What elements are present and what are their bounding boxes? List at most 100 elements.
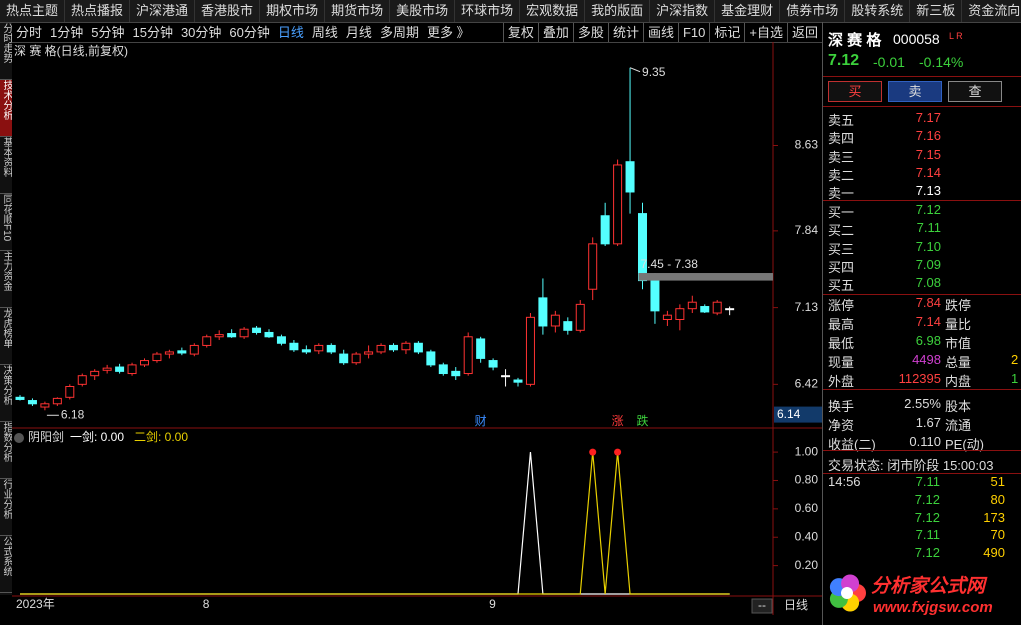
legend-entry: 一剑: 0.00 [70,429,124,444]
tick-price: 7.11 [915,474,940,489]
stat-value: 7.84 [915,295,941,310]
nav-label: -- [758,598,766,612]
sep [823,450,1021,451]
side-tab[interactable]: 技术分析 [0,80,12,137]
candle-body [687,301,697,310]
candle-body [140,360,149,366]
menu-item[interactable]: 期权市场 [260,0,326,22]
toolbar: 分时 1分钟 5分钟 15分钟 30分钟 60分钟 日线 周线 月线 多周期 更多 》 复权 叠加 多股统… [12,23,822,43]
menu-item[interactable]: 资金流向 [962,0,1021,22]
stat-label: 最低 [828,336,855,351]
menu-item[interactable]: 沪深指数 [650,0,716,22]
y-tick-label: 0.60 [795,501,819,515]
tool-button[interactable]: +自选 [744,23,787,42]
book-label: 买二 [828,223,855,239]
stat-label: 市值 [945,336,972,351]
y-tick-label: 0.20 [795,558,819,572]
stat-value: 2 [1011,352,1019,367]
book-price: 7.16 [915,128,941,144]
menu-item[interactable]: 新三板 [910,0,963,22]
stat-value: 1 [1011,371,1019,386]
stat-value: 7.14 [915,314,941,329]
stat-label: 股本 [945,399,972,414]
menu-item[interactable]: 沪深港通 [130,0,196,22]
candle-body [177,350,187,354]
x-tick-label: 9 [489,597,496,611]
candle-body [40,403,50,408]
menu-item[interactable]: 期货市场 [325,0,391,22]
tool-button[interactable]: 返回 [786,23,822,42]
candle-body [413,342,423,353]
period-button[interactable]: 月线 [345,25,372,40]
candle-body [364,351,374,355]
period-button[interactable]: 更多 》 [426,25,470,40]
period-button[interactable]: 周线 [311,25,338,40]
menu-item[interactable]: 美股市场 [390,0,456,22]
watermark-logo [829,574,866,612]
book-label: 买三 [828,241,855,257]
side-tab[interactable]: 行业分析 [0,479,12,536]
tool-button[interactable]: F10 [677,23,709,42]
candle-body [102,367,112,371]
candle-body [401,342,411,351]
trade-button[interactable]: 查 [948,81,1002,102]
side-tab[interactable]: 基本资料 [0,137,12,194]
side-tab[interactable]: 分时走势 [0,23,12,80]
y-tick-label: 0.40 [795,529,819,543]
tool-button[interactable]: 统计 [607,23,643,42]
side-tabs: 分时走势 技术分析 基本资料 同花顺F10 主力资金 龙虎榜单 决策分析 指数分析 行业分析 公式… [0,23,12,595]
menu-item[interactable]: 环球市场 [455,0,521,22]
menu-item[interactable]: 香港股市 [195,0,261,22]
menu-item[interactable]: 基金理财 [715,0,781,22]
side-tab[interactable]: 主力资金 [0,251,12,308]
period-label: 日线 [784,598,808,612]
event-marker: 涨 [612,413,624,428]
candle-body [662,314,672,320]
book-label: 卖四 [828,131,855,147]
side-tab[interactable]: 公式系统 [0,536,12,593]
tool-button[interactable]: 标记 [709,23,744,42]
candle-body [65,385,75,398]
side-tab[interactable]: 同花顺F10 [0,194,12,251]
period-button[interactable]: 1分钟 [50,25,84,40]
side-tab[interactable]: 龙虎榜单 [0,308,12,365]
watermark: 分析家公式网 www.fxjgsw.com [823,565,1021,625]
trade-button[interactable]: 卖 [888,81,942,102]
sep [823,294,1021,295]
candle-body [27,400,37,405]
menu-item[interactable]: 热点主题 [0,0,66,22]
menu-item[interactable]: 我的版面 [585,0,651,22]
candle-body [276,336,286,344]
book-label: 买五 [828,278,855,294]
period-button[interactable]: 分时 [16,25,43,40]
candle-body [476,338,486,359]
period-button[interactable]: 多周期 [379,25,419,40]
tool-button[interactable]: 画线 [642,23,678,42]
stock-flags: L R [949,31,963,41]
tool-button[interactable]: 复权 [502,23,538,42]
stat-value: 1.67 [915,415,941,430]
side-tab[interactable]: 指数分析 [0,422,12,479]
tool-button[interactable]: 叠加 [537,23,573,42]
candle-body [501,375,511,378]
candle-body [625,161,635,193]
trade-status: 交易状态: 闭市阶段 15:00:03 [828,458,994,473]
candle-body [513,379,523,383]
period-button[interactable]: 日线 [277,25,304,40]
menu-item[interactable]: 宏观数据 [520,0,586,22]
book-label: 卖二 [828,167,855,183]
period-button[interactable]: 30分钟 [180,25,222,40]
period-button[interactable]: 15分钟 [132,25,173,40]
menu-item[interactable]: 热点播报 [65,0,131,22]
period-button[interactable]: 60分钟 [229,25,270,40]
candle-body [214,334,224,338]
tool-button[interactable]: 多股 [572,23,608,42]
menu-item[interactable]: 股转系统 [845,0,911,22]
cursor-price: 6.14 [777,407,801,421]
side-tab[interactable]: 决策分析 [0,365,12,422]
trade-button[interactable]: 买 [828,81,882,102]
menu-item[interactable]: 债券市场 [780,0,846,22]
gap-label: 7.45 - 7.38 [641,257,699,271]
period-button[interactable]: 5分钟 [91,25,125,40]
stat-value: 0.110 [909,434,941,449]
